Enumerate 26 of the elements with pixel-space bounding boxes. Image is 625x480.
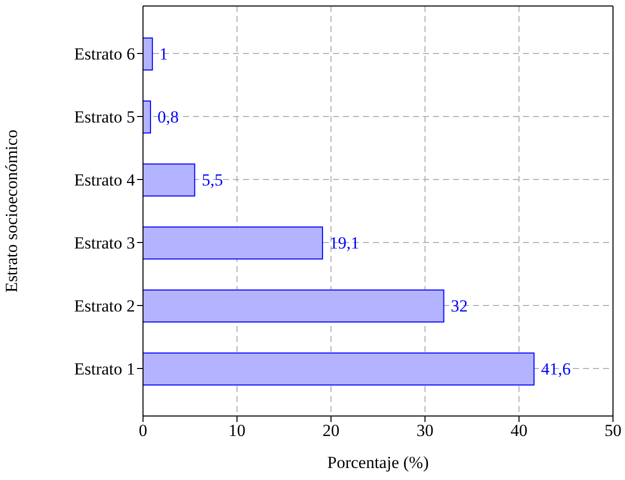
- x-tick-label: 50: [604, 421, 622, 440]
- y-tick-label: Estrato 2: [74, 296, 135, 316]
- y-tick-label: Estrato 1: [74, 360, 135, 379]
- x-tick-label: 30: [416, 421, 434, 440]
- x-tick-label: 20: [322, 421, 340, 440]
- y-axis-title: Estrato socioeconómico: [2, 130, 22, 292]
- y-tick-label: Estrato 5: [74, 108, 135, 127]
- y-tick-label: Estrato 6: [74, 44, 135, 64]
- bar: [143, 226, 324, 260]
- bar: [143, 352, 535, 386]
- x-tick-label: 40: [510, 421, 528, 440]
- data-label: 19,1: [330, 234, 360, 252]
- y-tick-label: Estrato 3: [74, 234, 135, 253]
- x-tick-label: 10: [228, 421, 246, 440]
- bar: [143, 100, 152, 134]
- data-label: 5,5: [202, 170, 223, 190]
- x-tick-label: 0: [138, 421, 148, 440]
- data-label: 1: [159, 44, 168, 64]
- bar: [143, 164, 196, 196]
- y-tick-label: Estrato 4: [74, 170, 136, 190]
- bar: [143, 290, 444, 322]
- data-label: 41,6: [541, 360, 571, 378]
- data-label: 0,8: [158, 108, 179, 126]
- bar: [143, 38, 153, 70]
- data-label: 32: [450, 296, 468, 316]
- x-axis-title: Porcentaje (%): [327, 453, 429, 472]
